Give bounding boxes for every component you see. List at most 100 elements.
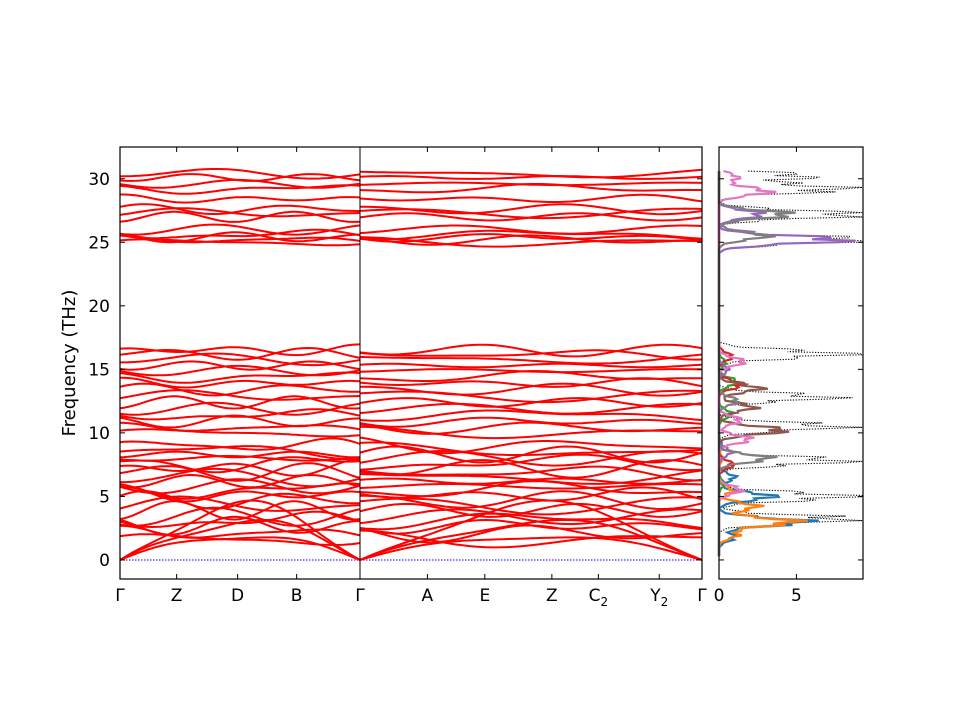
optical-branch <box>359 496 703 516</box>
optical-branch <box>119 210 361 223</box>
y-tick-label: 10 <box>88 424 110 444</box>
optical-branch <box>119 231 361 244</box>
x-tick-label: Y2 <box>649 586 668 609</box>
optical-branch <box>359 368 703 374</box>
x-tick-label: C2 <box>589 586 609 609</box>
optical-branch <box>119 437 361 451</box>
optical-branch <box>119 455 361 462</box>
optical-branch <box>119 382 360 397</box>
optical-branch <box>359 343 703 358</box>
optical-branch <box>119 234 361 244</box>
optical-branch <box>119 506 361 527</box>
optical-branch <box>359 389 703 404</box>
optical-branch <box>119 408 361 421</box>
optical-branch <box>359 436 703 455</box>
y-tick-label: 20 <box>88 297 110 317</box>
optical-branch <box>359 453 703 472</box>
optical-branch <box>119 395 361 410</box>
optical-branch <box>120 485 361 503</box>
optical-branch <box>119 450 360 459</box>
optical-branch <box>120 352 361 367</box>
x-tick-subscript: 2 <box>661 595 669 609</box>
optical-branch <box>119 478 361 495</box>
optical-branch <box>359 353 703 365</box>
x-tick-label: E <box>479 586 490 606</box>
y-tick-label: 0 <box>99 551 110 571</box>
x-tick-label: Z <box>546 586 558 606</box>
dos-curve <box>717 171 819 557</box>
optical-branch <box>119 473 361 489</box>
optical-branch <box>119 445 361 460</box>
y-axis-title: Frequency (THz) <box>59 290 80 437</box>
optical-branch <box>359 193 703 203</box>
dos-x-tick-label: 0 <box>714 586 725 606</box>
optical-branch <box>359 362 703 369</box>
y-tick-label: 30 <box>88 170 110 190</box>
band-plot-frame <box>119 146 703 580</box>
x-tick-label: Γ <box>115 586 125 606</box>
optical-branch <box>359 441 703 456</box>
optical-branch <box>359 224 703 235</box>
x-tick-label: Z <box>171 586 183 606</box>
band-structure-panel: 0 5 10 15 20 25 30 Γ Z D B Γ A E Z C2 Y2 Γ Frequency (TH… <box>59 146 707 609</box>
optical-branch <box>359 174 703 180</box>
optical-branch <box>119 421 361 432</box>
optical-branch <box>359 416 703 428</box>
dos-x-tick-label: 5 <box>791 586 802 606</box>
optical-branch <box>359 502 703 518</box>
optical-branch <box>119 389 361 401</box>
optical-branch <box>119 173 361 182</box>
optical-branch <box>360 490 703 511</box>
optical-branch <box>359 397 703 408</box>
optical-branch <box>359 349 703 361</box>
optical-branch <box>359 445 703 464</box>
x-tick-subscript: 2 <box>600 595 608 609</box>
optical-branch <box>359 480 703 498</box>
optical-branch <box>359 529 703 549</box>
optical-branch <box>119 203 360 215</box>
optical-branch <box>119 360 361 371</box>
optical-branch <box>359 181 703 187</box>
dos-plot-frame <box>718 146 864 580</box>
band-y-ticks: 0 5 10 15 20 25 30 <box>88 170 702 571</box>
optical-branch <box>359 409 703 422</box>
band-lines <box>119 168 703 561</box>
y-tick-label: 5 <box>99 487 110 507</box>
optical-branch <box>119 223 361 236</box>
optical-branch <box>119 462 361 482</box>
x-tick-label: Γ <box>355 586 365 606</box>
optical-branch <box>359 168 703 179</box>
optical-branch <box>119 364 361 377</box>
optical-branch <box>119 414 361 429</box>
optical-branch <box>359 465 703 482</box>
optical-branch <box>119 401 361 416</box>
optical-branch <box>359 234 703 246</box>
optical-branch <box>119 428 361 438</box>
optical-branch <box>119 510 361 529</box>
optical-branch <box>359 512 703 531</box>
band-x-ticks: Γ Z D B Γ A E Z C2 Y2 Γ <box>115 147 707 609</box>
x-tick-label: A <box>422 586 434 606</box>
y-tick-label: 25 <box>88 233 110 253</box>
optical-branch <box>120 193 361 204</box>
acoustic-branch <box>359 499 703 561</box>
acoustic-branch <box>119 499 361 561</box>
optical-branch <box>119 343 361 357</box>
optical-branch <box>119 228 361 240</box>
optical-branch <box>359 421 703 435</box>
optical-branch <box>119 458 361 477</box>
optical-branch <box>119 467 361 488</box>
optical-branch <box>119 168 361 180</box>
optical-branch <box>360 203 703 216</box>
x-tick-label: B <box>291 586 303 606</box>
dos-curves <box>717 170 863 557</box>
optical-branch <box>359 518 703 535</box>
y-tick-label: 15 <box>88 360 110 380</box>
optical-branch <box>119 515 361 536</box>
optical-branch <box>359 233 703 243</box>
optical-branch <box>359 508 703 526</box>
optical-branch <box>119 495 361 512</box>
